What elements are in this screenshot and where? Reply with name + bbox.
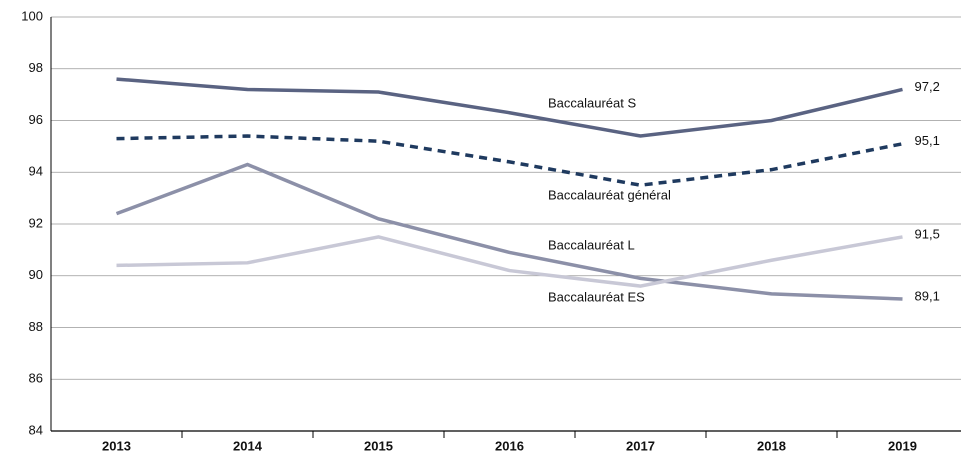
series-line: [116, 77, 903, 138]
series-label: Baccalauréat ES: [548, 289, 645, 304]
x-tick-label: 2016: [495, 438, 524, 453]
x-tick-label: 2014: [233, 438, 263, 453]
y-tick-label: 94: [29, 164, 43, 179]
x-tick-label: 2015: [364, 438, 393, 453]
value-label: 95,1: [915, 133, 940, 148]
x-tick-label: 2017: [626, 438, 655, 453]
y-tick-label: 96: [29, 112, 43, 127]
series-label: Baccalauréat général: [548, 187, 671, 202]
y-tick-label: 84: [29, 422, 43, 437]
series-line: [116, 235, 903, 288]
y-tick-label: 88: [29, 319, 43, 334]
series-line: [116, 134, 903, 187]
x-tick-label: 2013: [102, 438, 131, 453]
y-tick-label: 100: [21, 8, 43, 23]
value-label: 89,1: [915, 288, 940, 303]
y-tick-label: 92: [29, 215, 43, 230]
value-label: 97,2: [915, 79, 940, 94]
x-tick-label: 2018: [757, 438, 786, 453]
series-label: Baccalauréat L: [548, 237, 635, 252]
y-tick-label: 98: [29, 60, 43, 75]
y-tick-label: 90: [29, 267, 43, 282]
series-line: [115, 162, 903, 301]
x-tick-label: 2019: [888, 438, 917, 453]
value-label: 91,5: [915, 226, 940, 241]
series-label: Baccalauréat S: [548, 95, 636, 110]
y-tick-label: 86: [29, 371, 43, 386]
